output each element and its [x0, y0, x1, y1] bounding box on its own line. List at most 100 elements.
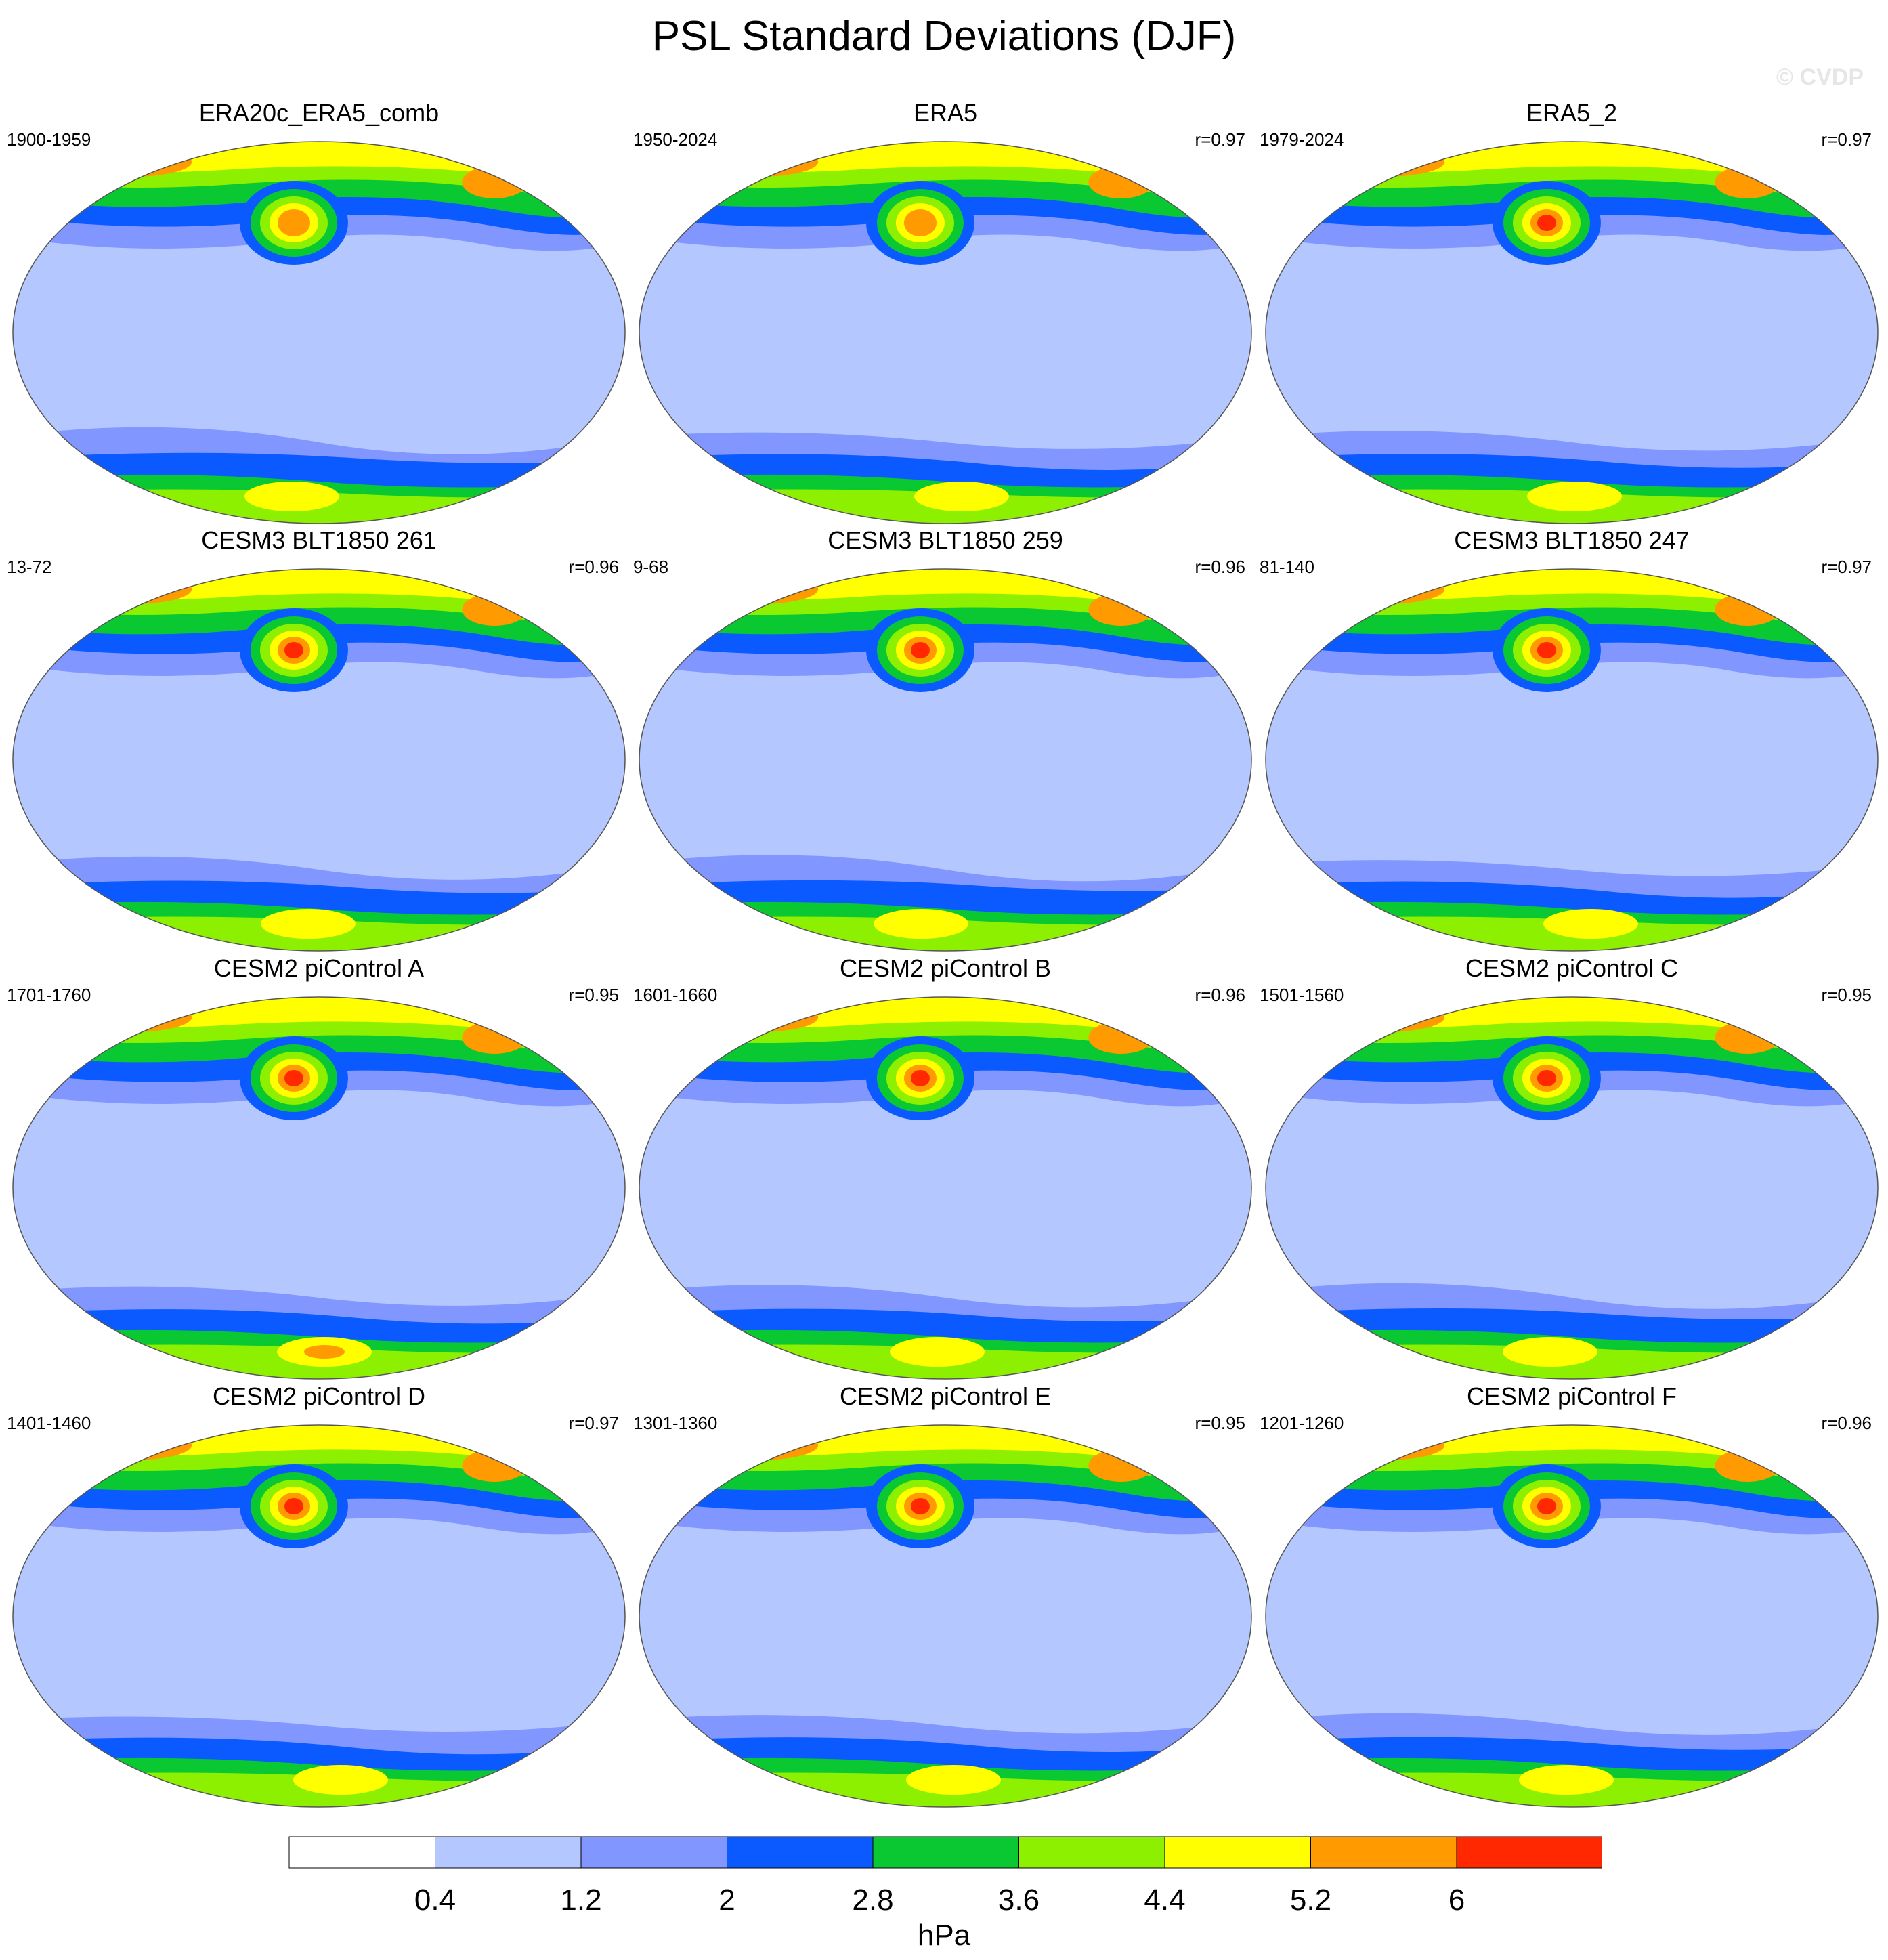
north-pacific-core	[1537, 1498, 1556, 1514]
north-pacific-core	[1537, 215, 1556, 231]
panel-correlation-label: r=0.96	[568, 557, 619, 577]
map-outline	[639, 1424, 1252, 1808]
colorbar-swatch	[727, 1836, 874, 1869]
arctic-maximum	[70, 147, 192, 177]
panel-correlation-label: r=0.97	[1195, 129, 1245, 150]
arctic-maximum	[696, 1430, 819, 1460]
robinson-map	[12, 141, 626, 524]
north-pacific-core	[910, 642, 930, 658]
panel-title: ERA20c_ERA5_comb	[198, 99, 439, 127]
colorbar-swatch	[1456, 1836, 1602, 1869]
panel-years-label: 1601-1660	[633, 985, 718, 1005]
sh-maximum-blob	[1543, 909, 1638, 939]
sh-maximum-blob	[1527, 482, 1622, 511]
colorbar: 0.4 1.2 2 2.8 3.6 4.4 5.2 6	[288, 1836, 1602, 1917]
sh-maximum-blob	[244, 482, 339, 511]
arctic-maximum	[696, 147, 819, 177]
sh-maximum-blob	[1503, 1337, 1597, 1367]
colorbar-swatch	[435, 1836, 582, 1869]
robinson-map	[639, 141, 1252, 524]
map-panel: CESM2 piControl D 1401-1460 r=0.97	[5, 1382, 632, 1810]
panel-title: CESM2 piControl E	[839, 1382, 1052, 1410]
map-outline	[12, 996, 626, 1380]
panel-title: CESM2 piControl F	[1466, 1382, 1677, 1410]
colorbar-swatch	[1164, 1836, 1311, 1869]
map-panel: CESM2 piControl F 1201-1260 r=0.96	[1258, 1382, 1885, 1810]
panel-correlation-label: r=0.97	[568, 1413, 619, 1433]
panel-title: CESM3 BLT1850 259	[828, 526, 1063, 554]
watermark: © CVDP	[1776, 64, 1864, 90]
sh-maximum-blob	[906, 1765, 1001, 1795]
panel-title: CESM2 piControl C	[1465, 954, 1679, 982]
arctic-maximum	[1323, 1430, 1445, 1460]
map-panel: ERA5 1950-2024 r=0.97	[632, 98, 1259, 526]
north-pacific-core	[284, 1070, 303, 1086]
robinson-map	[639, 996, 1252, 1380]
north-pacific-core	[1537, 1070, 1556, 1086]
north-atlantic-maximum	[462, 593, 528, 626]
north-atlantic-maximum	[462, 1021, 528, 1054]
sh-maximum-blob	[261, 909, 356, 939]
arctic-maximum	[70, 1002, 192, 1032]
robinson-map	[12, 568, 626, 952]
colorbar-tick-label: 0.4	[414, 1883, 456, 1917]
sh-maximum-core	[304, 1345, 345, 1359]
map-panel: CESM2 piControl E 1301-1360 r=0.95	[632, 1382, 1259, 1810]
panel-title: CESM3 BLT1850 261	[201, 526, 437, 554]
robinson-map	[12, 996, 626, 1380]
panel-years-label: 1301-1360	[633, 1413, 718, 1433]
map-outline	[639, 996, 1252, 1380]
arctic-maximum	[70, 574, 192, 604]
robinson-map	[1265, 1424, 1879, 1808]
north-atlantic-maximum	[1715, 1021, 1780, 1054]
north-atlantic-maximum	[1088, 166, 1154, 198]
panel-title: ERA5_2	[1526, 99, 1618, 127]
sh-maximum-blob	[890, 1337, 985, 1367]
map-outline	[1265, 1424, 1879, 1808]
colorbar-tick-label: 5.2	[1290, 1883, 1331, 1917]
arctic-maximum	[696, 574, 819, 604]
panel-title: CESM2 piControl D	[212, 1382, 426, 1410]
panel-title: CESM3 BLT1850 247	[1454, 526, 1690, 554]
colorbar-units-label: hPa	[917, 1919, 971, 1952]
north-atlantic-maximum	[1088, 1021, 1154, 1054]
map-panel: CESM3 BLT1850 247 81-140 r=0.97	[1258, 526, 1885, 954]
colorbar-tick-label: 1.2	[560, 1883, 601, 1917]
colorbar-swatch	[288, 1836, 435, 1869]
north-atlantic-maximum	[1088, 1449, 1154, 1482]
panel-correlation-label: r=0.96	[1821, 1413, 1872, 1433]
panel-years-label: 1201-1260	[1260, 1413, 1344, 1433]
map-panel: ERA5_2 1979-2024 r=0.97	[1258, 98, 1885, 526]
panel-years-label: 1900-1959	[7, 129, 91, 150]
panel-correlation-label: r=0.95	[568, 985, 619, 1005]
north-pacific-core	[284, 1498, 303, 1514]
north-pacific-core	[910, 1070, 930, 1086]
colorbar-swatch	[1310, 1836, 1457, 1869]
north-pacific-core	[903, 209, 937, 236]
robinson-map	[639, 568, 1252, 952]
arctic-maximum	[70, 1430, 192, 1460]
panel-years-label: 1979-2024	[1260, 129, 1344, 150]
arctic-maximum	[1323, 147, 1445, 177]
map-outline	[639, 568, 1252, 952]
north-atlantic-maximum	[1715, 1449, 1780, 1482]
panel-years-label: 1950-2024	[633, 129, 718, 150]
colorbar-tick-label: 2.8	[852, 1883, 893, 1917]
robinson-map	[12, 1424, 626, 1808]
panel-correlation-label: r=0.97	[1821, 557, 1872, 577]
sh-maximum-blob	[293, 1765, 388, 1795]
robinson-map	[1265, 996, 1879, 1380]
panel-correlation-label: r=0.95	[1821, 985, 1872, 1005]
panel-correlation-label: r=0.95	[1195, 1413, 1245, 1433]
panel-years-label: 13-72	[7, 557, 52, 577]
sh-maximum-blob	[874, 909, 968, 939]
panel-correlation-label: r=0.96	[1195, 557, 1245, 577]
map-outline	[12, 568, 626, 952]
map-panel: CESM2 piControl C 1501-1560 r=0.95	[1258, 954, 1885, 1382]
north-pacific-core	[277, 209, 310, 236]
panel-title: CESM2 piControl B	[839, 954, 1052, 982]
north-atlantic-maximum	[1715, 166, 1780, 198]
colorbar-swatch	[872, 1836, 1019, 1869]
north-atlantic-maximum	[462, 1449, 528, 1482]
north-atlantic-maximum	[1715, 593, 1780, 626]
